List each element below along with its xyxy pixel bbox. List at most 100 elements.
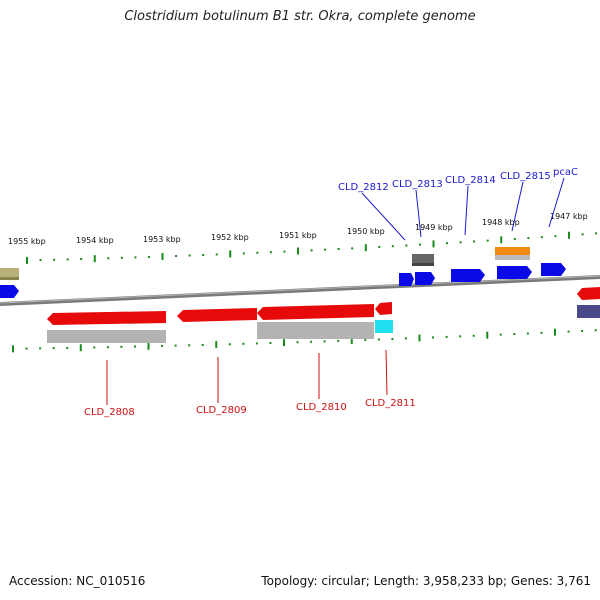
- minor-tick: [405, 244, 408, 247]
- major-tick: [283, 339, 285, 347]
- minor-tick: [283, 250, 286, 253]
- gene-arrow[interactable]: [415, 272, 435, 285]
- minor-tick: [459, 241, 462, 244]
- minor-tick: [391, 245, 394, 248]
- minor-tick: [446, 242, 449, 245]
- tick-label: 1950 kbp: [347, 227, 385, 236]
- gene-block[interactable]: [47, 330, 166, 343]
- minor-tick: [473, 240, 476, 243]
- gene-arrow[interactable]: [47, 311, 166, 325]
- forward-genes: [0, 247, 566, 298]
- tick-label: 1951 kbp: [279, 231, 317, 240]
- gene-arrow[interactable]: [0, 285, 19, 298]
- gene-label[interactable]: CLD_2811: [365, 398, 416, 409]
- genome-backbone: [0, 275, 600, 306]
- minor-tick: [310, 249, 313, 252]
- minor-tick: [527, 237, 530, 240]
- minor-tick: [310, 340, 313, 343]
- gene-block[interactable]: [257, 322, 374, 339]
- gene-label[interactable]: CLD_2812: [338, 182, 389, 193]
- gene-label[interactable]: CLD_2814: [445, 175, 496, 186]
- minor-tick: [404, 337, 407, 340]
- minor-tick: [351, 247, 354, 250]
- minor-tick: [242, 342, 245, 345]
- gene-label[interactable]: CLD_2813: [392, 179, 443, 190]
- tick-label: 1952 kbp: [211, 233, 249, 242]
- minor-tick: [269, 251, 272, 254]
- gene-block[interactable]: [495, 247, 530, 255]
- gene-arrow[interactable]: [577, 287, 600, 300]
- major-tick: [554, 328, 556, 336]
- gene-label[interactable]: CLD_2810: [296, 402, 347, 413]
- minor-tick: [107, 257, 110, 260]
- gene-arrow[interactable]: [541, 263, 566, 276]
- tick-row-bottom: [12, 328, 597, 353]
- minor-tick: [242, 252, 245, 255]
- minor-tick: [228, 343, 231, 346]
- gene-arrow[interactable]: [375, 302, 392, 315]
- leader-line: [385, 349, 388, 396]
- minor-tick: [445, 335, 448, 338]
- tick-label: 1953 kbp: [143, 235, 181, 244]
- gene-label[interactable]: CLD_2809: [196, 405, 247, 416]
- major-tick: [147, 342, 150, 350]
- minor-tick: [323, 340, 326, 343]
- minor-tick: [513, 237, 516, 240]
- minor-tick: [418, 243, 421, 246]
- minor-tick: [581, 233, 584, 236]
- tick-row-top: [26, 231, 598, 264]
- gene-arrow[interactable]: [399, 273, 414, 286]
- minor-tick: [174, 344, 177, 347]
- minor-tick: [269, 342, 272, 345]
- minor-tick: [256, 251, 259, 254]
- major-tick: [161, 252, 164, 260]
- major-tick: [93, 255, 96, 263]
- minor-tick: [39, 259, 42, 262]
- major-tick: [364, 244, 367, 252]
- tick-label: 1947 kbp: [550, 212, 588, 221]
- leader-line: [548, 177, 565, 228]
- gene-label[interactable]: CLD_2815: [500, 171, 551, 182]
- leader-line: [464, 185, 469, 236]
- minor-tick: [201, 343, 204, 346]
- minor-tick: [324, 248, 327, 251]
- minor-tick: [161, 344, 164, 347]
- genome-summary-text: Topology: circular; Length: 3,958,233 bp…: [261, 574, 591, 588]
- minor-tick: [39, 347, 42, 350]
- gene-block-shadow: [495, 255, 530, 260]
- minor-tick: [540, 331, 543, 334]
- minor-tick: [255, 342, 258, 345]
- gene-arrow[interactable]: [451, 269, 485, 282]
- major-tick: [12, 345, 14, 353]
- minor-tick: [106, 346, 109, 349]
- minor-tick: [133, 345, 136, 348]
- gene-block[interactable]: [577, 305, 600, 318]
- tick-label: 1954 kbp: [76, 236, 114, 245]
- minor-tick: [378, 245, 381, 248]
- major-tick: [79, 344, 82, 352]
- tick-label: 1955 kbp: [8, 237, 46, 246]
- major-tick: [229, 250, 232, 258]
- minor-tick: [66, 258, 69, 261]
- minor-tick: [53, 258, 56, 261]
- gene-label[interactable]: CLD_2808: [84, 407, 135, 418]
- minor-tick: [337, 339, 340, 342]
- major-tick: [568, 231, 570, 239]
- minor-tick: [175, 255, 178, 258]
- minor-tick: [567, 330, 570, 333]
- leader-line: [415, 189, 422, 238]
- minor-tick: [80, 258, 83, 261]
- leader-line: [361, 192, 406, 241]
- major-tick: [350, 336, 353, 344]
- minor-tick: [472, 334, 475, 337]
- gene-arrow[interactable]: [257, 304, 374, 320]
- gene-arrow[interactable]: [497, 266, 532, 279]
- minor-tick: [188, 344, 191, 347]
- minor-tick: [120, 345, 123, 348]
- gene-arrow[interactable]: [177, 308, 257, 322]
- minor-tick: [215, 253, 218, 256]
- gene-label[interactable]: pcaC: [553, 167, 578, 178]
- gene-block[interactable]: [375, 320, 393, 333]
- accession-text: Accession: NC_010516: [9, 574, 146, 588]
